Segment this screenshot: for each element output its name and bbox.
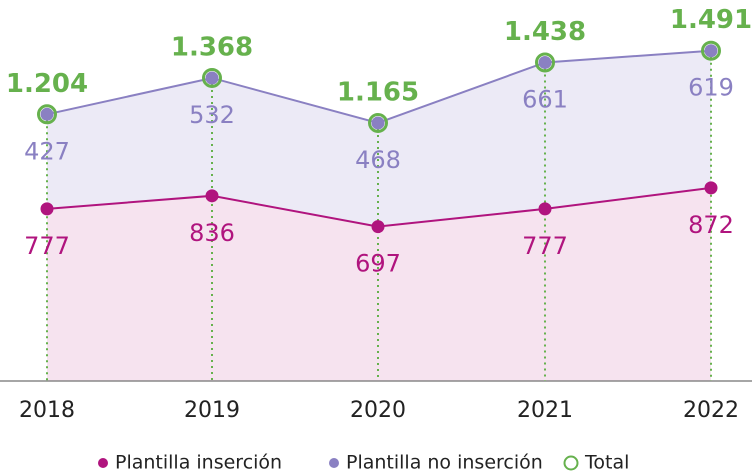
total-marker [37, 104, 57, 125]
total-marker [701, 40, 721, 61]
legend-label: Plantilla inserción [115, 452, 282, 474]
total-marker [202, 67, 222, 88]
point [205, 71, 219, 85]
total-label: 1.165 [337, 77, 419, 107]
total-marker [368, 112, 388, 133]
total-label: 1.438 [504, 17, 586, 47]
value-label: 836 [189, 219, 235, 247]
x-tick-label: 2021 [517, 398, 573, 423]
legend-marker [98, 458, 108, 468]
point [371, 220, 385, 234]
point [704, 181, 718, 195]
legend-label: Total [584, 452, 629, 474]
point [40, 202, 54, 216]
value-label: 872 [688, 211, 734, 239]
value-label: 777 [522, 232, 568, 260]
point [538, 202, 552, 216]
value-label: 532 [189, 101, 235, 129]
total-label: 1.491 [670, 5, 752, 35]
x-tick-label: 2018 [19, 398, 75, 423]
point [538, 55, 552, 69]
x-tick-label: 2019 [184, 398, 240, 423]
x-tick-label: 2022 [683, 398, 739, 423]
point [205, 189, 219, 203]
point [371, 116, 385, 130]
legend-marker [563, 455, 579, 471]
legend-marker [329, 458, 339, 468]
value-label: 777 [24, 232, 70, 260]
value-label: 468 [355, 146, 401, 174]
total-label: 1.204 [6, 69, 88, 99]
value-label: 427 [24, 137, 70, 165]
value-label: 661 [522, 85, 568, 113]
legend-label: Plantilla no inserción [346, 452, 543, 474]
point [704, 44, 718, 58]
total-label: 1.368 [171, 32, 253, 62]
value-label: 619 [688, 74, 734, 102]
total-marker [535, 52, 555, 73]
value-label: 697 [355, 250, 401, 278]
x-tick-label: 2020 [350, 398, 406, 423]
point [40, 107, 54, 121]
